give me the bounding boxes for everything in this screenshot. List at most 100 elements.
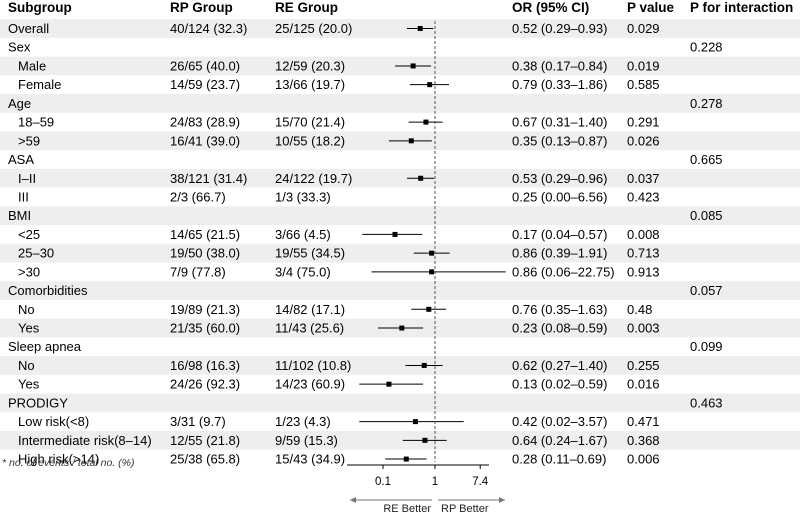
group-label: Age — [8, 96, 31, 111]
point-estimate — [423, 119, 429, 125]
re-group-cell: 24/122 (19.7) — [275, 171, 352, 186]
rp-group-cell: 16/41 (39.0) — [170, 133, 240, 148]
p-value-cell: 0.368 — [627, 433, 660, 448]
point-estimate — [427, 82, 433, 88]
re-group-cell: 12/59 (20.3) — [275, 58, 345, 73]
header-subgroup: Subgroup — [8, 0, 72, 15]
group-label: Comorbidities — [8, 283, 88, 298]
point-estimate — [386, 381, 392, 387]
tick-label: 1 — [432, 476, 438, 488]
row-band — [0, 393, 800, 413]
p-value-cell: 0.029 — [627, 21, 660, 36]
row-band — [0, 430, 800, 450]
header-p-interaction: P for interaction — [690, 0, 793, 15]
header-re-group: RE Group — [275, 0, 338, 15]
or-ci-cell: 0.86 (0.06–22.75) — [512, 264, 615, 279]
re-group-cell: 15/43 (34.9) — [275, 452, 345, 467]
or-ci-cell: 0.86 (0.39–1.91) — [512, 246, 607, 261]
p-value-cell: 0.713 — [627, 246, 660, 261]
rp-group-cell: 25/38 (65.8) — [170, 452, 240, 467]
p-interaction-cell: 0.278 — [690, 96, 723, 111]
or-ci-cell: 0.13 (0.02–0.59) — [512, 377, 607, 392]
subgroup-label: Low risk(<8) — [18, 414, 89, 429]
subgroup-label: High risk(>14) — [18, 452, 99, 467]
subgroup-label: Female — [18, 77, 61, 92]
rp-group-cell: 24/26 (92.3) — [170, 377, 240, 392]
rp-group-cell: 7/9 (77.8) — [170, 264, 226, 279]
p-value-cell: 0.291 — [627, 115, 660, 130]
tick-label: 0.1 — [375, 476, 391, 488]
point-estimate — [429, 269, 435, 275]
p-value-cell: 0.019 — [627, 58, 660, 73]
re-group-cell: 1/3 (33.3) — [275, 189, 331, 204]
re-group-cell: 3/66 (4.5) — [275, 227, 331, 242]
row-band — [0, 19, 800, 38]
subgroup-label: Intermediate risk(8–14) — [18, 433, 152, 448]
re-group-cell: 14/23 (60.9) — [275, 377, 345, 392]
re-group-cell: 13/66 (19.7) — [275, 77, 345, 92]
rp-group-cell: 14/65 (21.5) — [170, 227, 240, 242]
p-value-cell: 0.008 — [627, 227, 660, 242]
re-group-cell: 10/55 (18.2) — [275, 133, 345, 148]
point-estimate — [392, 231, 398, 237]
header-or-ci: OR (95% CI) — [512, 0, 589, 15]
rp-group-cell: 21/35 (60.0) — [170, 321, 240, 336]
point-estimate — [418, 175, 424, 181]
or-ci-cell: 0.52 (0.29–0.93) — [512, 21, 607, 36]
or-ci-cell: 0.67 (0.31–1.40) — [512, 115, 607, 130]
subgroup-label: I–II — [18, 171, 36, 186]
subgroup-label: No — [18, 358, 35, 373]
direction-label-left: RE Better — [383, 503, 431, 514]
re-group-cell: 15/70 (21.4) — [275, 115, 345, 130]
point-estimate — [421, 362, 427, 368]
p-value-cell: 0.585 — [627, 77, 660, 92]
re-group-cell: 9/59 (15.3) — [275, 433, 338, 448]
point-estimate — [422, 437, 428, 443]
point-estimate — [417, 26, 423, 31]
subgroup-label: Yes — [18, 321, 40, 336]
rp-group-cell: 40/124 (32.3) — [170, 21, 247, 36]
re-group-cell: 1/23 (4.3) — [275, 414, 331, 429]
subgroup-label: 25–30 — [18, 246, 54, 261]
or-ci-cell: 0.64 (0.24–1.67) — [512, 433, 607, 448]
or-ci-cell: 0.79 (0.33–1.86) — [512, 77, 607, 92]
subgroup-label: <25 — [18, 227, 40, 242]
p-value-cell: 0.423 — [627, 189, 660, 204]
header-row: Subgroup RP Group RE Group OR (95% CI) P… — [8, 0, 793, 15]
or-ci-cell: 0.38 (0.17–0.84) — [512, 58, 607, 73]
subgroup-label: Male — [18, 58, 46, 73]
header-p-value: P value — [627, 0, 675, 15]
group-label: BMI — [8, 208, 31, 223]
or-ci-cell: 0.35 (0.13–0.87) — [512, 133, 607, 148]
rp-group-cell: 19/89 (21.3) — [170, 302, 240, 317]
or-ci-cell: 0.42 (0.02–3.57) — [512, 414, 607, 429]
row-band — [0, 168, 800, 188]
row-band — [0, 206, 800, 226]
rp-group-cell: 14/59 (23.7) — [170, 77, 240, 92]
or-ci-cell: 0.25 (0.00–6.56) — [512, 189, 607, 204]
or-ci-cell: 0.23 (0.08–0.59) — [512, 321, 607, 336]
rp-group-cell: 16/98 (16.3) — [170, 358, 240, 373]
plot-marks — [359, 21, 506, 462]
subgroup-label: Yes — [18, 377, 40, 392]
table-rows: Overall 40/124 (32.3) 25/125 (20.0) 0.52 (0… — [8, 21, 723, 467]
point-estimate — [399, 325, 405, 331]
row-band — [0, 356, 800, 375]
p-interaction-cell: 0.057 — [690, 283, 723, 298]
or-ci-cell: 0.17 (0.04–0.57) — [512, 227, 607, 242]
p-value-cell: 0.913 — [627, 264, 660, 279]
or-ci-cell: 0.76 (0.35–1.63) — [512, 302, 607, 317]
rp-group-cell: 12/55 (21.8) — [170, 433, 240, 448]
subgroup-label: III — [18, 189, 29, 204]
group-label: PRODIGY — [8, 395, 68, 410]
p-interaction-cell: 0.228 — [690, 40, 723, 55]
re-group-cell: 11/43 (25.6) — [275, 321, 344, 336]
re-group-cell: 25/125 (20.0) — [275, 21, 352, 36]
or-ci-cell: 0.62 (0.27–1.40) — [512, 358, 607, 373]
row-band — [0, 94, 800, 113]
group-label: ASA — [8, 152, 34, 167]
left-arrow-head — [350, 497, 356, 503]
group-label: Sex — [8, 40, 31, 55]
x-axis: 0.1 1 7.4 RE Better RP Better — [347, 464, 505, 514]
